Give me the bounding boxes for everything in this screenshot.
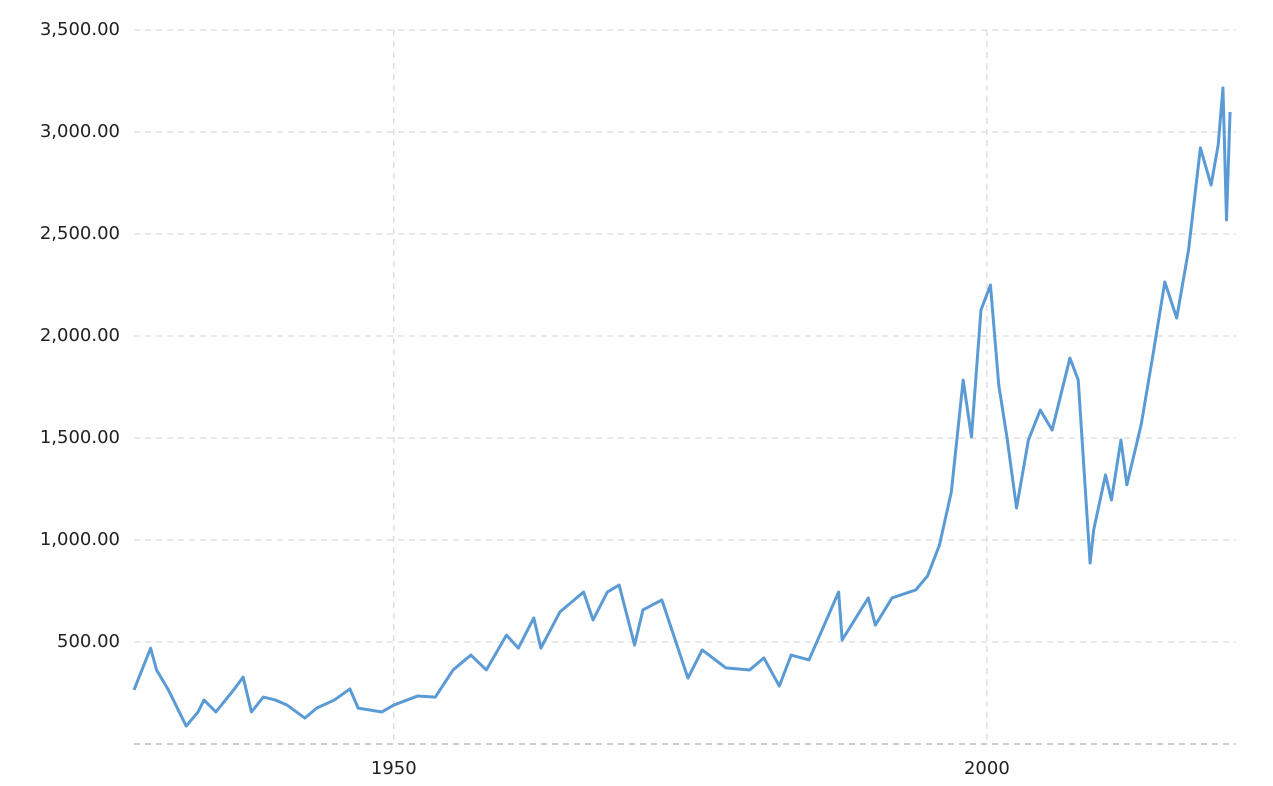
y-tick-label: 500.00 bbox=[57, 631, 120, 652]
y-tick-label: 1,000.00 bbox=[40, 529, 120, 550]
y-tick-label: 3,000.00 bbox=[40, 121, 120, 142]
y-tick-label: 2,000.00 bbox=[40, 325, 120, 346]
y-tick-label: 3,500.00 bbox=[40, 19, 120, 40]
x-tick-label: 1950 bbox=[371, 758, 417, 779]
series-line bbox=[132, 86, 1232, 728]
y-tick-label: 2,500.00 bbox=[40, 223, 120, 244]
x-tick-label: 2000 bbox=[964, 758, 1010, 779]
y-tick-label: 1,500.00 bbox=[40, 427, 120, 448]
